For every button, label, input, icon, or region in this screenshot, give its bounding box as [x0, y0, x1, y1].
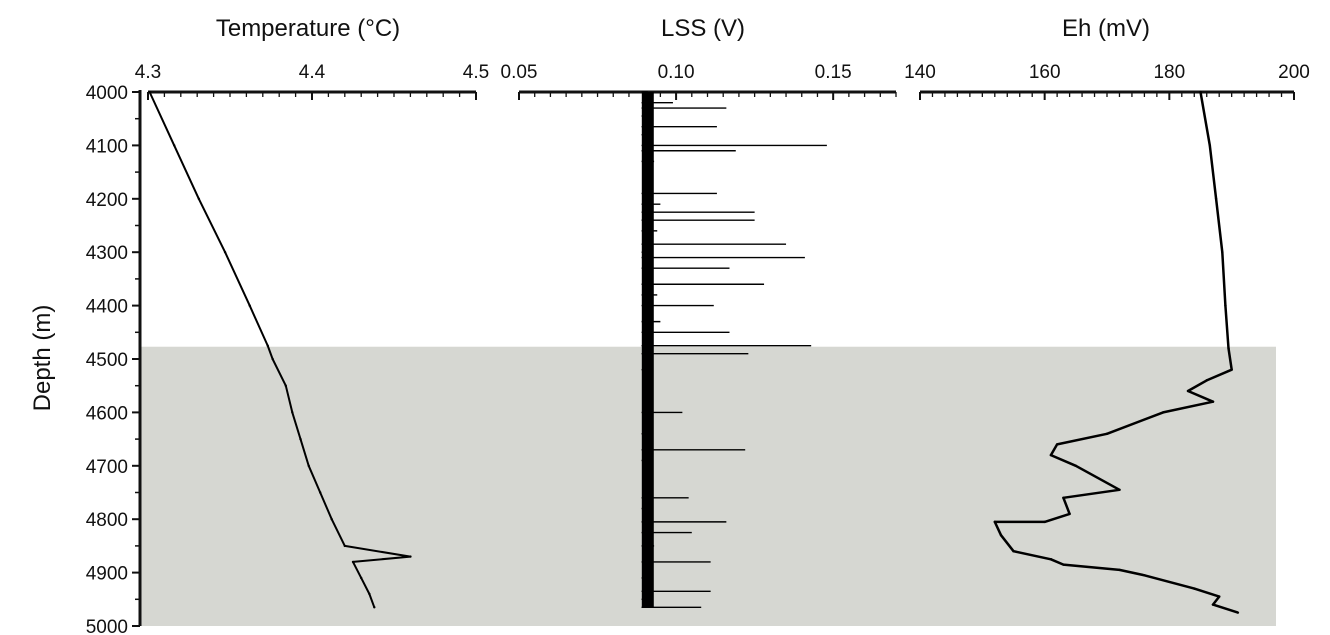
depth-tick-label: 4900	[86, 564, 128, 585]
depth-axis-label: Depth (m)	[29, 305, 56, 412]
depth-tick-label: 4800	[86, 510, 128, 531]
temperature-point	[284, 384, 287, 387]
eh-point	[1236, 611, 1240, 614]
eh-point	[993, 520, 996, 524]
eh-point	[1227, 347, 1230, 350]
temperature-point	[360, 576, 363, 580]
temperature-panel: Temperature (°C) 4.3 4.4 4.5	[135, 15, 489, 609]
depth-tick-label: 4600	[86, 403, 128, 424]
eh-point	[1118, 488, 1121, 492]
depth-tick-label: 4000	[86, 83, 128, 104]
temperature-point	[291, 411, 294, 414]
eh-point	[1208, 144, 1212, 147]
eh-point	[1186, 389, 1190, 393]
depth-tick-label: 4300	[86, 243, 128, 264]
temperature-point	[266, 344, 269, 347]
x-tick-label: 200	[1278, 62, 1310, 83]
x-tick-label: 140	[904, 62, 936, 83]
temperature-point	[343, 544, 346, 548]
temperature-point	[373, 606, 376, 609]
eh-point	[1105, 432, 1109, 435]
eh-panel: Eh (mV) 140 160 180 200	[904, 15, 1310, 614]
eh-point	[1055, 443, 1059, 446]
temperature-point	[319, 491, 322, 494]
eh-point	[1012, 550, 1015, 553]
temperature-panel-title: Temperature (°C)	[216, 15, 400, 42]
eh-point	[1043, 520, 1046, 524]
temperature-point	[248, 304, 251, 307]
lss-panel-title: LSS (V)	[661, 15, 745, 42]
depth-tick-label: 5000	[86, 617, 128, 635]
temperature-point	[223, 251, 227, 254]
depth-tick-label: 4500	[86, 350, 128, 371]
temperature-point	[330, 518, 333, 521]
temperature-point	[173, 144, 176, 147]
eh-point	[1062, 563, 1065, 566]
eh-point	[1143, 574, 1146, 577]
temperature-point	[271, 357, 274, 361]
temperature-point	[368, 592, 371, 596]
depth-tick-label: 4700	[86, 457, 128, 478]
shaded-depth-region	[140, 346, 1276, 626]
eh-point	[1205, 379, 1208, 382]
depth-tick-label: 4100	[86, 136, 128, 157]
eh-point	[999, 534, 1003, 537]
x-tick-label: 0.15	[815, 62, 852, 83]
eh-point	[1211, 400, 1215, 403]
eh-line	[993, 91, 1239, 614]
temperature-point	[197, 197, 201, 200]
eh-point	[1118, 568, 1121, 572]
eh-point	[1199, 90, 1202, 94]
temperature-point	[307, 464, 310, 467]
depth-tick-label: 4200	[86, 190, 128, 211]
eh-point	[1211, 603, 1215, 606]
eh-point	[1221, 251, 1224, 254]
x-tick-label: 180	[1153, 62, 1185, 83]
x-tick-label: 160	[1029, 62, 1061, 83]
x-tick-label: 0.10	[658, 62, 695, 83]
depth-tick-label: 4400	[86, 297, 128, 318]
temperature-point	[409, 555, 412, 558]
temperature-point	[299, 437, 302, 441]
eh-point	[1230, 368, 1233, 371]
eh-point	[1218, 595, 1221, 598]
depth-axis-ticks: 4000 4100 4200 4300 4400 4500 4600 4700 4800 4900…	[86, 83, 140, 635]
eh-point	[1062, 496, 1065, 500]
eh-point	[1049, 453, 1053, 457]
eh-panel-title: Eh (mV)	[1062, 15, 1150, 42]
eh-point	[1224, 304, 1227, 307]
x-tick-label: 4.3	[135, 62, 161, 83]
eh-point	[1161, 411, 1165, 414]
lss-panel: LSS (V) 0.05 0.10 0.15	[501, 15, 897, 609]
eh-point	[1068, 512, 1071, 516]
x-tick-label: 0.05	[501, 62, 538, 83]
eh-point	[1074, 464, 1078, 467]
x-tick-label: 4.4	[299, 62, 326, 83]
eh-point	[1049, 558, 1053, 561]
temperature-point	[351, 560, 355, 564]
temperature-point	[148, 90, 151, 94]
x-tick-label: 4.5	[463, 62, 489, 83]
eh-point	[1193, 587, 1196, 590]
eh-point	[1214, 197, 1218, 200]
